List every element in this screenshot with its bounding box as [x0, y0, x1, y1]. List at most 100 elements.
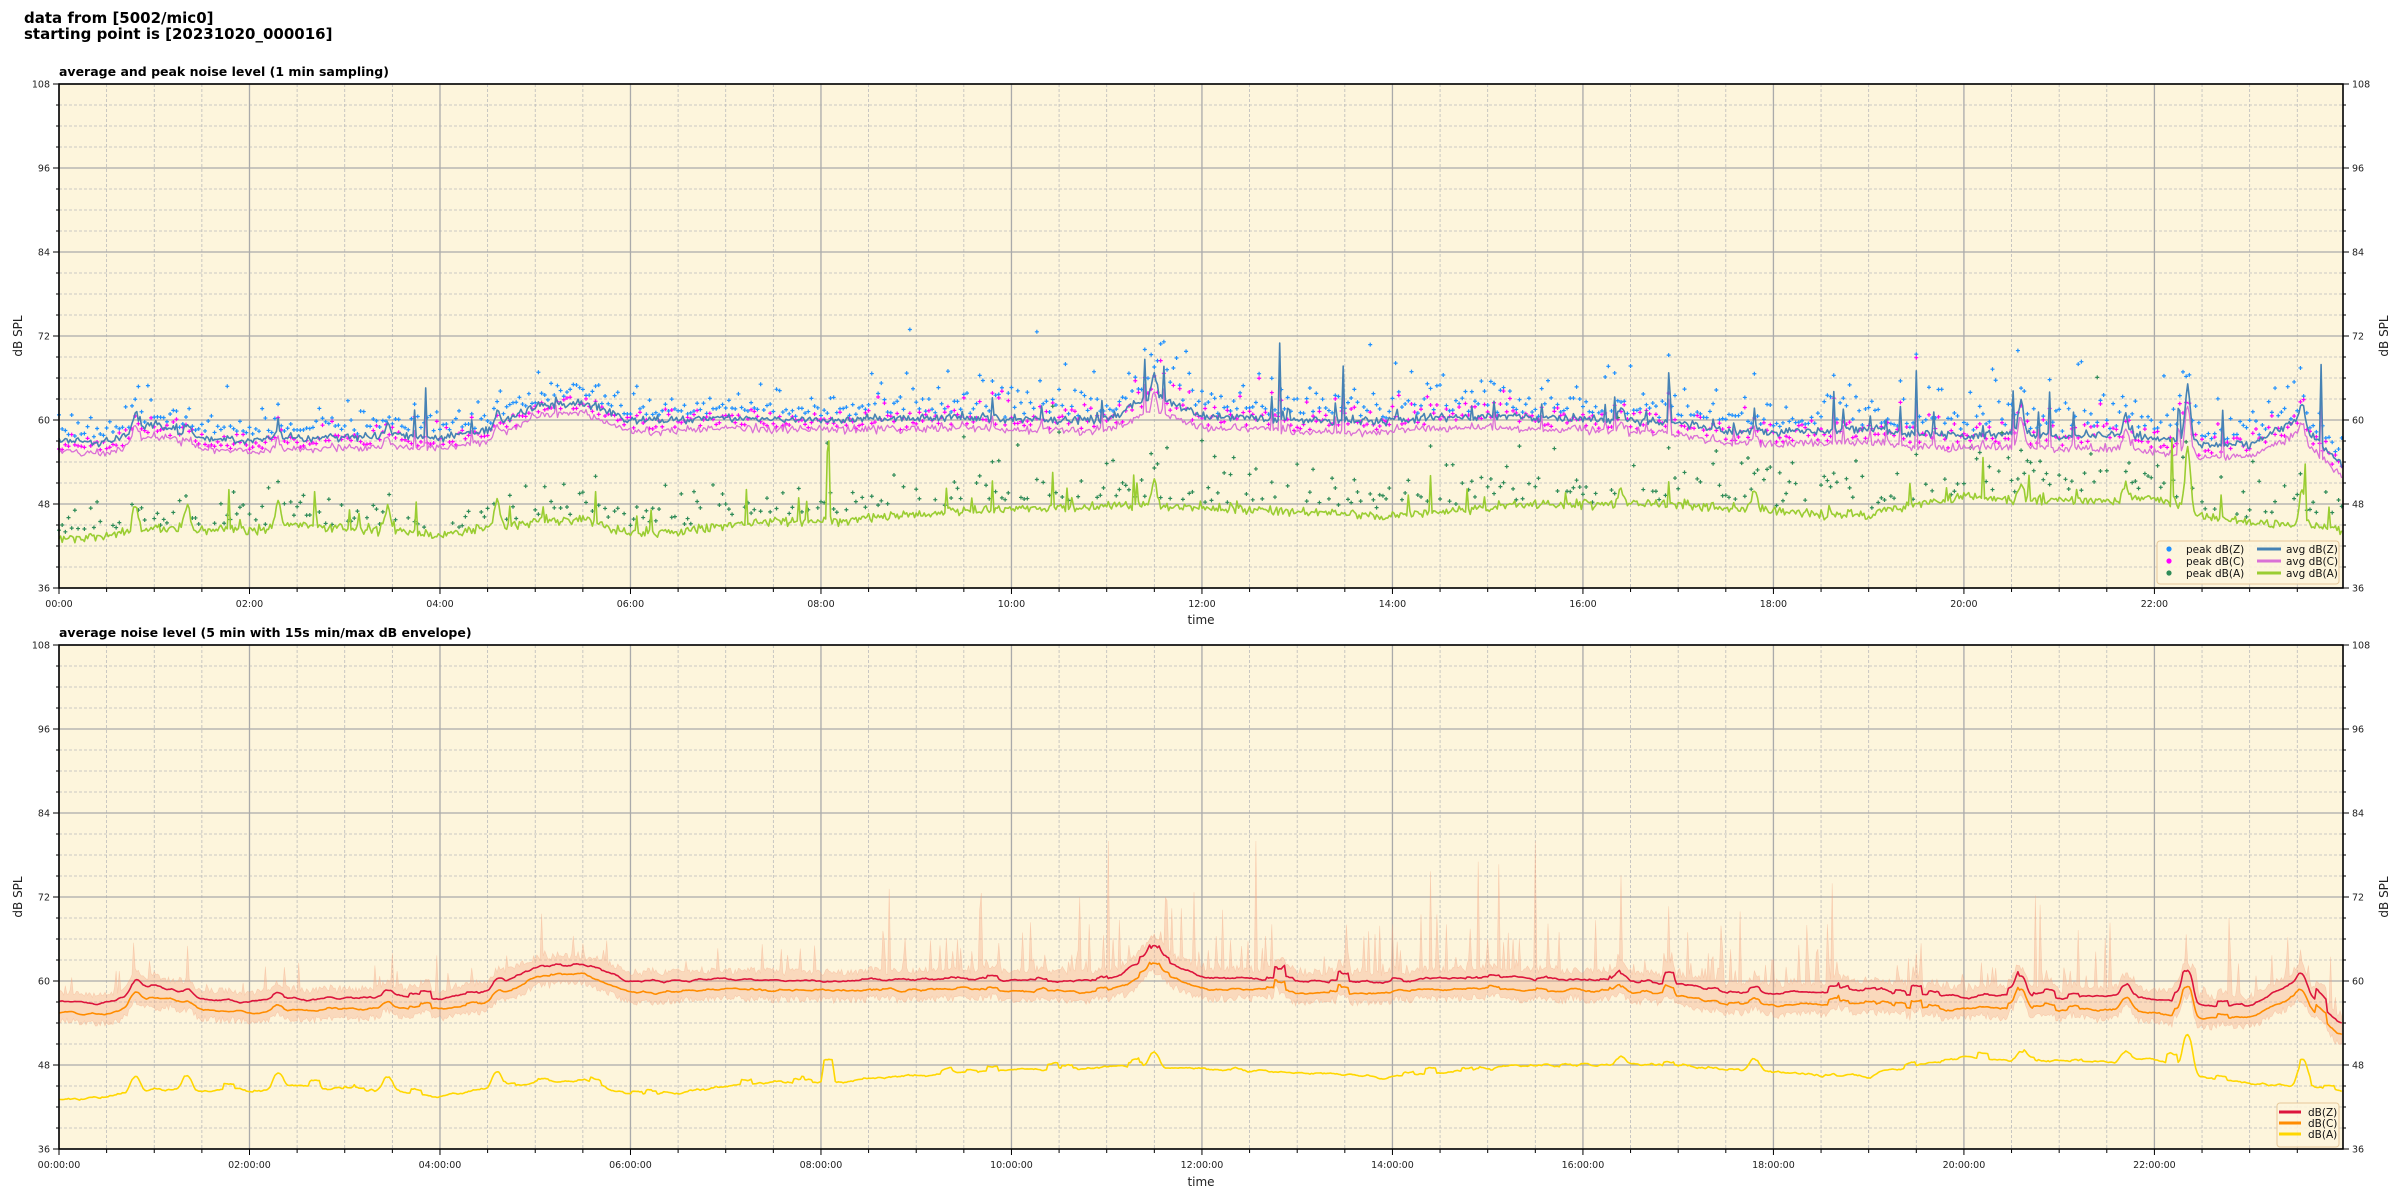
peak-c-point	[1219, 420, 1223, 425]
peak-z-point	[888, 410, 893, 415]
y-axis-label-right: dB SPL	[2377, 315, 2391, 357]
peak-z-point	[1130, 389, 1135, 394]
peak-z-point	[1615, 398, 1620, 403]
peak-a-point	[1399, 497, 1404, 502]
peak-a-point	[558, 506, 563, 511]
peak-z-point	[1165, 367, 1170, 372]
peak-z-point	[784, 407, 789, 412]
peak-c-point	[234, 432, 239, 437]
peak-z-point	[472, 426, 477, 431]
peak-c-point	[155, 429, 160, 434]
peak-c-point	[485, 433, 490, 438]
peak-c-point	[1561, 412, 1566, 417]
peak-c-point	[199, 432, 204, 437]
peak-a-point	[1765, 467, 1770, 472]
peak-z-point	[1657, 415, 1662, 420]
peak-a-point	[1060, 495, 1065, 500]
peak-z-point	[98, 432, 103, 437]
peak-a-point	[177, 498, 182, 503]
peak-a-point	[1333, 485, 1338, 490]
peak-a-point	[282, 501, 287, 506]
peak-z-point	[1107, 407, 1112, 412]
peak-z-point	[1317, 405, 1322, 410]
peak-c-point	[698, 423, 703, 428]
peak-z-point	[276, 402, 281, 407]
peak-a-point	[66, 515, 71, 520]
peak-a-point	[1580, 492, 1585, 497]
peak-z-point	[1260, 404, 1265, 409]
peak-z-point	[1590, 410, 1595, 415]
peak-z-point	[1346, 400, 1350, 405]
peak-z-point	[536, 370, 541, 375]
peak-z-point	[1660, 399, 1665, 404]
peak-z-point	[1698, 411, 1703, 416]
peak-z-point	[1533, 407, 1538, 412]
peak-z-point	[1149, 352, 1154, 357]
peak-c-point	[990, 391, 995, 396]
peak-c-point	[168, 433, 173, 438]
peak-z-point	[450, 420, 455, 425]
peak-a-point	[1533, 484, 1538, 489]
peak-z-point	[117, 426, 122, 431]
peak-z-point	[650, 412, 655, 417]
peak-a-point	[307, 512, 312, 517]
peak-z-point	[1209, 392, 1214, 397]
peak-z-point	[104, 426, 109, 431]
peak-c-point	[1387, 422, 1392, 427]
peak-z-point	[882, 397, 887, 402]
peak-z-point	[1539, 386, 1544, 391]
peak-a-point	[60, 523, 65, 528]
peak-c-point	[1498, 402, 1503, 407]
peak-a-point	[1695, 476, 1700, 481]
peak-a-point	[218, 501, 223, 506]
peak-a-point	[457, 525, 462, 530]
peak-z-point	[593, 384, 598, 389]
peak-c-point	[431, 441, 436, 446]
peak-c-point	[390, 425, 395, 430]
peak-a-point	[730, 512, 735, 517]
peak-a-point	[1453, 502, 1458, 507]
x-tick-label: 02:00:00	[228, 1160, 271, 1171]
peak-c-point	[1504, 409, 1509, 414]
peak-z-point	[1479, 379, 1484, 384]
peak-c-point	[336, 433, 341, 438]
peak-c-point	[1825, 438, 1830, 443]
peak-a-point	[657, 507, 662, 512]
peak-z-point	[307, 426, 312, 431]
legend-label: peak dB(C)	[2186, 556, 2244, 568]
peak-z-point	[107, 419, 112, 424]
peak-a-point	[533, 507, 538, 512]
peak-a-point	[917, 496, 922, 501]
peak-z-point	[1695, 410, 1700, 415]
peak-a-point	[1568, 489, 1573, 494]
peak-a-point	[1517, 444, 1522, 449]
peak-c-point	[1460, 413, 1465, 418]
peak-z-point	[1161, 339, 1166, 344]
peak-c-point	[1352, 405, 1357, 410]
peak-c-point	[139, 426, 144, 431]
peak-z-point	[1060, 403, 1065, 408]
peak-z-point	[130, 403, 135, 408]
peak-a-point	[1555, 488, 1560, 493]
peak-c-point	[691, 412, 696, 417]
peak-z-point	[250, 431, 255, 436]
peak-z-point	[1622, 399, 1627, 404]
peak-c-point	[1787, 435, 1792, 440]
peak-c-point	[1819, 427, 1824, 432]
peak-a-point	[850, 490, 855, 495]
peak-z-point	[1561, 408, 1566, 413]
peak-z-point	[206, 419, 211, 424]
x-tick-label: 16:00:00	[1562, 1160, 1605, 1171]
peak-c-point	[1704, 433, 1709, 438]
peak-z-point	[1387, 409, 1392, 414]
peak-a-point	[1098, 493, 1103, 498]
peak-a-point	[1025, 496, 1030, 501]
legend: peak dB(Z) peak dB(C) peak dB(A) avg dB(…	[2156, 540, 2340, 585]
peak-z-point	[1063, 362, 1068, 367]
peak-z-point	[707, 396, 712, 401]
peak-c-point	[752, 409, 757, 414]
peak-z-point	[523, 403, 528, 408]
peak-a-point	[1488, 476, 1493, 481]
peak-c-point	[1701, 428, 1706, 433]
y-tick-label: 48	[38, 500, 50, 511]
